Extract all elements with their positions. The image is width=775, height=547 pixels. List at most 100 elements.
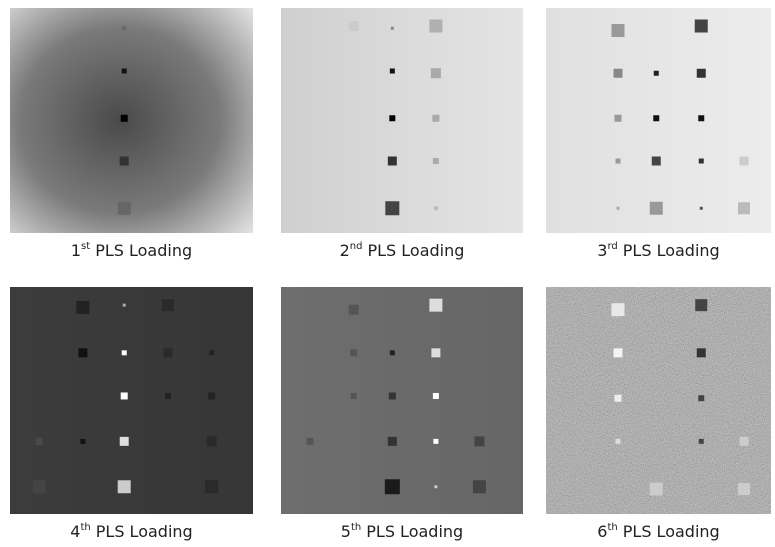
panel: 4th PLS Loading [32,299,219,541]
calibration-square [614,394,622,402]
calibration-square [206,436,217,447]
calibration-square [117,480,131,494]
caption-number: 5 [341,522,351,541]
caption-number: 1 [71,241,81,260]
calibration-square [613,68,623,78]
calibration-square [208,392,216,400]
caption-suffix: th [351,522,361,533]
calibration-square [209,350,215,356]
caption-text: PLS Loading [623,522,720,541]
calibration-square [385,201,400,216]
caption-suffix: st [81,241,90,252]
calibration-square [472,480,486,494]
calibration-square [117,201,131,215]
calibration-square [431,348,441,358]
calibration-square [696,348,706,358]
panel: 6th PLS Loading [597,299,750,541]
calibration-square [474,436,485,447]
panel: 5th PLS Loading [306,298,486,541]
caption-number: 4 [70,522,80,541]
calibration-square [614,114,622,122]
calibration-square [384,479,400,495]
calibration-square [434,485,438,489]
calibration-square [432,392,439,399]
noise-texture [546,287,771,514]
panel: 2nd PLS Loading [340,19,465,260]
panel: 1st PLS Loading [71,26,192,260]
caption-text: PLS Loading [95,241,192,260]
caption-number: 6 [597,522,607,541]
calibration-square [161,299,174,312]
calibration-square [429,298,443,312]
caption-suffix: nd [350,241,363,252]
calibration-square [696,68,706,78]
calibration-square [163,348,173,358]
loading-image [281,8,523,233]
calibration-square [611,303,625,317]
calibration-square [389,115,396,122]
caption: 5th PLS Loading [341,522,463,541]
calibration-square [120,392,128,400]
calibration-square [387,156,397,166]
calibration-square [205,480,219,494]
panel: 3rd PLS Loading [597,19,750,260]
calibration-square [121,350,127,356]
caption-number: 3 [597,241,607,260]
caption-text: PLS Loading [623,241,720,260]
calibration-square [306,437,314,445]
calibration-square [698,438,704,444]
caption: 6th PLS Loading [597,522,719,541]
calibration-square [429,19,443,33]
calibration-square [698,395,705,402]
calibration-square [389,350,395,356]
loading-image [10,287,253,514]
calibration-square [653,70,659,76]
calibration-square [76,300,90,314]
calibration-square [388,392,396,400]
calibration-square [649,482,663,496]
calibration-square [78,348,88,358]
calibration-square [121,68,127,74]
caption-text: PLS Loading [96,522,193,541]
calibration-square [350,349,358,357]
calibration-square [739,436,749,446]
calibration-square [615,438,621,444]
calibration-square [649,201,663,215]
calibration-square [122,26,127,31]
calibration-square [389,68,395,74]
calibration-square [694,19,708,33]
calibration-square [695,299,708,312]
caption-number: 2 [340,241,350,260]
caption-suffix: th [607,522,617,533]
calibration-square [32,480,46,494]
calibration-square [433,206,438,211]
calibration-square [651,156,661,166]
calibration-square [739,156,749,166]
calibration-square [433,438,439,444]
caption-suffix: th [80,522,90,533]
caption: 3rd PLS Loading [597,241,719,260]
calibration-square [613,348,623,358]
caption: 2nd PLS Loading [340,241,465,260]
calibration-square [350,392,357,399]
calibration-square [119,436,129,446]
image-panels [10,8,771,514]
calibration-square [430,68,441,79]
calibration-square [653,115,660,122]
caption-text: PLS Loading [366,522,463,541]
calibration-square [615,158,621,164]
caption-suffix: rd [607,241,617,252]
calibration-square [698,158,704,164]
calibration-square [348,304,359,315]
calibration-square [432,158,439,164]
calibration-square [738,483,750,496]
loading-image [10,8,253,233]
caption: 1st PLS Loading [71,241,192,260]
caption: 4th PLS Loading [70,522,192,541]
calibration-square [699,206,703,210]
calibration-square [611,24,625,37]
calibration-square [35,437,43,445]
calibration-square [390,26,394,30]
calibration-square [120,114,128,122]
